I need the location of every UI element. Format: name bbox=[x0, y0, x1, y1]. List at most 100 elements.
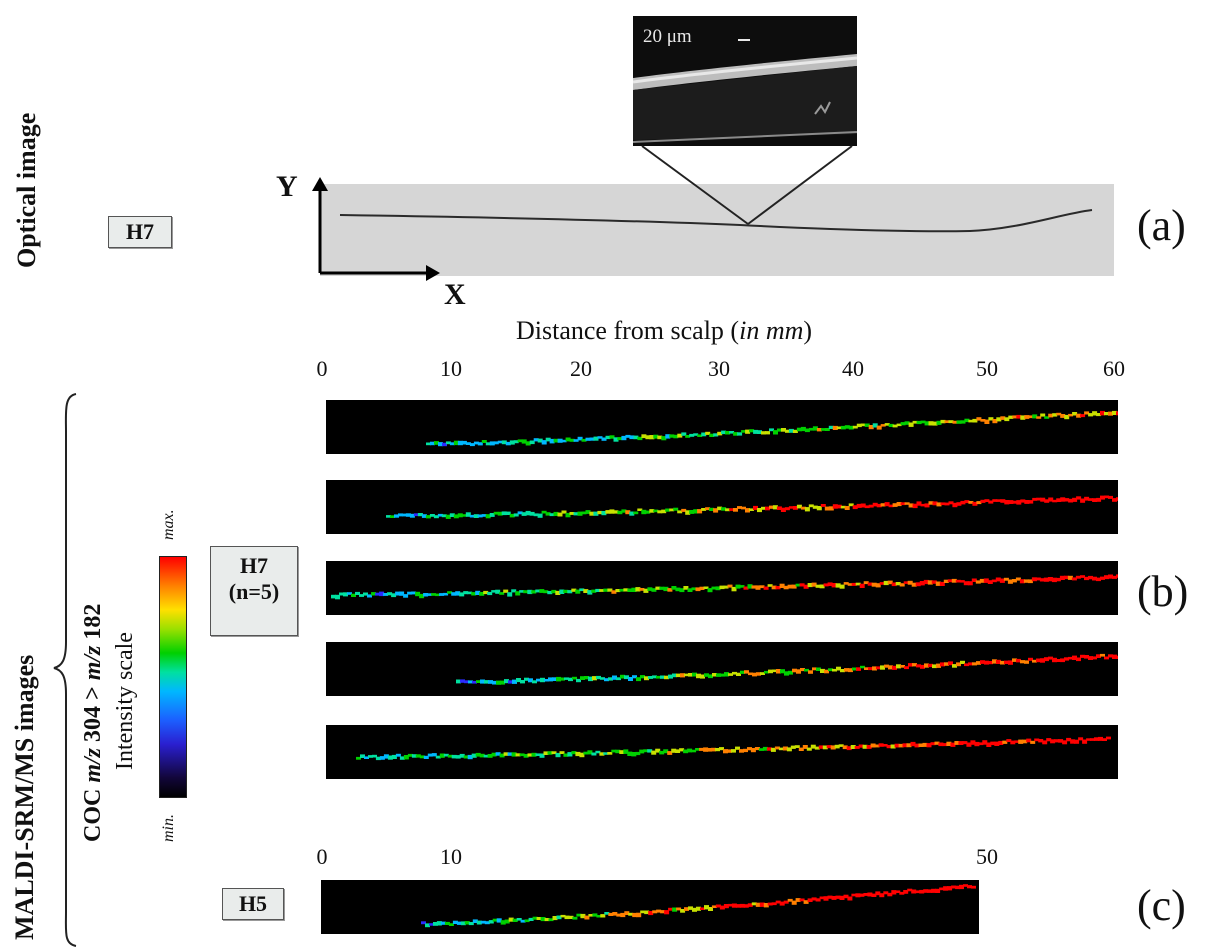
trace-pixel bbox=[1044, 499, 1050, 503]
trace-pixel bbox=[860, 665, 865, 669]
trace-pixel bbox=[573, 512, 579, 516]
trace-pixel bbox=[475, 752, 481, 757]
trace-pixel bbox=[536, 678, 541, 682]
trace-pixel bbox=[982, 740, 988, 745]
trace-pixel bbox=[351, 593, 356, 597]
trace-pixel bbox=[695, 587, 701, 592]
trace-pixel bbox=[601, 511, 607, 516]
trace-pixel bbox=[411, 591, 417, 595]
trace-pixel bbox=[504, 679, 509, 684]
trace-pixel bbox=[747, 903, 753, 907]
trace-pixel bbox=[752, 672, 757, 677]
trace-pixel bbox=[1116, 497, 1118, 501]
trace-pixel bbox=[583, 751, 589, 755]
trace-pixel bbox=[685, 510, 691, 515]
trace-pixel bbox=[868, 504, 874, 508]
trace-pixel bbox=[1024, 660, 1029, 664]
tick-top-60: 60 bbox=[1103, 356, 1125, 381]
trace-pixel bbox=[403, 755, 409, 760]
trace-pixel bbox=[468, 680, 473, 684]
trace-pixel bbox=[419, 755, 425, 759]
trace-pixel bbox=[1000, 416, 1006, 420]
trace-pixel bbox=[607, 588, 613, 592]
trace-pixel bbox=[551, 589, 557, 594]
maldi-strip-3 bbox=[326, 561, 1118, 615]
trace-pixel bbox=[784, 671, 789, 676]
trace-pixel bbox=[856, 423, 862, 428]
trace-pixel bbox=[876, 503, 882, 508]
trace-pixel bbox=[1031, 577, 1037, 582]
trace-pixel bbox=[436, 921, 442, 926]
trace-pixel bbox=[581, 438, 587, 442]
trace-pixel bbox=[640, 675, 645, 679]
trace-pixel bbox=[916, 420, 922, 425]
trace-pixel bbox=[461, 514, 467, 517]
trace-pixel bbox=[951, 578, 957, 583]
trace-pixel bbox=[867, 892, 873, 897]
trace-pixel bbox=[1071, 577, 1077, 581]
trace-pixel bbox=[623, 588, 629, 592]
trace-pixel bbox=[589, 437, 595, 441]
trace-pixel bbox=[386, 515, 391, 518]
trace-pixel bbox=[944, 662, 949, 666]
mz-value-1: 304 > bbox=[80, 680, 106, 748]
tick-top-50: 50 bbox=[976, 356, 998, 381]
trace-pixel bbox=[1004, 500, 1010, 505]
trace-pixel bbox=[743, 586, 749, 590]
trace-pixel bbox=[831, 896, 837, 900]
trace-pixel bbox=[1060, 414, 1066, 418]
trace-pixel bbox=[711, 747, 717, 752]
trace-pixel bbox=[431, 753, 437, 757]
trace-pixel bbox=[1064, 657, 1069, 661]
trace-pixel bbox=[705, 431, 711, 435]
trace-pixel bbox=[1047, 577, 1053, 582]
trace-pixel bbox=[515, 753, 521, 757]
trace-pixel bbox=[644, 910, 650, 915]
trace-pixel bbox=[555, 590, 561, 595]
optical-hair-image bbox=[320, 184, 1114, 276]
trace-pixel bbox=[649, 435, 655, 440]
trace-pixel bbox=[439, 593, 445, 596]
trace-pixel bbox=[812, 426, 818, 431]
trace-pixel bbox=[697, 509, 703, 514]
trace-pixel bbox=[987, 580, 993, 584]
trace-pixel bbox=[852, 667, 857, 671]
trace-pixel bbox=[713, 508, 719, 513]
trace-pixel bbox=[679, 588, 685, 593]
trace-pixel bbox=[680, 909, 686, 913]
trace-pixel bbox=[572, 676, 577, 680]
trace-pixel bbox=[687, 748, 693, 753]
trace-pixel bbox=[629, 511, 635, 516]
trace-pixel bbox=[705, 507, 711, 511]
trace-pixel bbox=[1026, 738, 1032, 743]
trace-pixel bbox=[1012, 658, 1017, 662]
trace-pixel bbox=[864, 667, 869, 670]
trace-pixel bbox=[684, 673, 689, 677]
trace-pixel bbox=[823, 896, 829, 901]
trace-pixel bbox=[669, 508, 675, 512]
trace-pixel bbox=[689, 433, 695, 437]
trace-pixel bbox=[984, 499, 990, 502]
trace-pixel bbox=[912, 420, 918, 424]
trace-pixel bbox=[1034, 738, 1040, 742]
trace-pixel bbox=[882, 744, 888, 747]
trace-pixel bbox=[583, 589, 589, 593]
trace-pixel bbox=[667, 751, 673, 755]
trace-pixel bbox=[800, 426, 806, 432]
trace-pixel bbox=[423, 593, 429, 597]
trace-pixel bbox=[852, 505, 858, 510]
trace-pixel bbox=[512, 679, 517, 684]
trace-pixel bbox=[811, 897, 817, 901]
trace-pixel bbox=[1096, 577, 1101, 582]
trace-pixel bbox=[727, 584, 733, 588]
trace-pixel bbox=[605, 510, 611, 514]
trace-pixel bbox=[680, 673, 685, 678]
distance-title-main: Distance from scalp ( bbox=[516, 316, 740, 345]
trace-pixel bbox=[785, 429, 790, 433]
trace-pixel bbox=[440, 921, 446, 925]
trace-pixel bbox=[429, 514, 435, 517]
trace-pixel bbox=[979, 578, 985, 583]
trace-pixel bbox=[772, 505, 778, 510]
trace-pixel bbox=[1040, 658, 1045, 663]
trace-pixel bbox=[912, 503, 918, 509]
